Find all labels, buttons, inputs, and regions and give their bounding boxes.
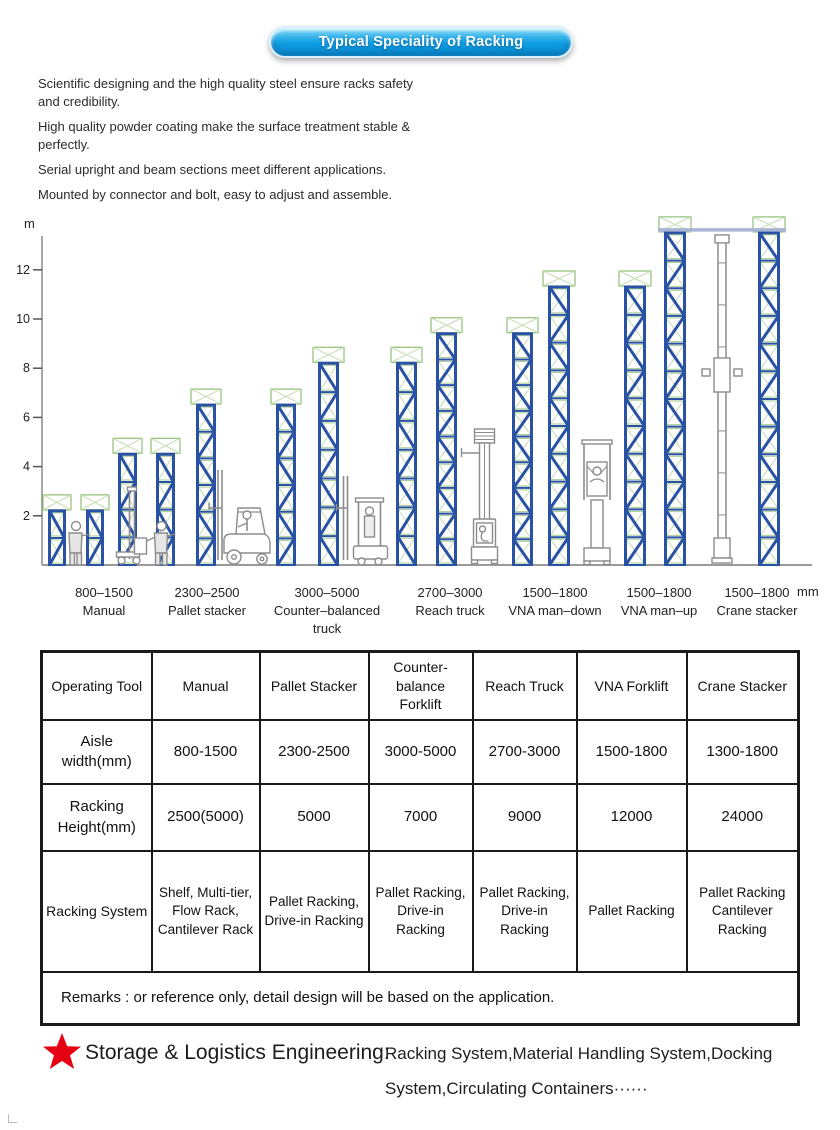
y-tick-label: 2 [23,509,30,523]
vna-man-up-truck-icon [581,439,613,566]
counter-balanced-forklift-icon [208,470,271,565]
col-header: Manual [150,650,261,721]
y-tick-label: 4 [23,460,30,474]
table-cell: 3000-5000 [367,719,474,785]
table-row: Racking System Shelf, Multi-tier, Flow R… [40,850,800,973]
group-tool-name: Manual [82,603,126,619]
chart-group-label: 1500–1800 Crane stacker [698,584,816,620]
chart-group-label: 1500–1800 VNA man–up [600,584,718,620]
table-row: Racking Height(mm) 2500(5000) 5000 7000 … [40,783,800,852]
table-cell: 1500-1800 [575,719,688,785]
group-tool-name: Crane stacker [716,603,798,619]
chart-group-label: 2700–3000 Reach truck [391,584,509,620]
table-cell: 2500(5000) [150,783,261,852]
x-axis-unit-label: mm [797,584,819,599]
group-aisle-width: 2300–2500 [174,585,240,600]
rack-group-manual [42,494,110,566]
table-cell: 5000 [258,783,370,852]
spec-table: Operating Tool Manual Pallet Stacker Cou… [40,650,800,1026]
table-cell: 2700-3000 [471,719,578,785]
intro-line: High quality powder coating make the sur… [38,118,411,152]
chart-group-label: 3000–5000 Counter–balanced truck [268,584,386,639]
intro-line: Mounted by connector and bolt, easy to a… [38,186,393,202]
col-header: Operating Tool [40,650,153,721]
intro-text: Scientific designing and the high qualit… [38,75,508,211]
table-remarks-row: Remarks : or reference only, detail desi… [40,971,800,1026]
intro-line: Serial upright and beam sections meet di… [38,161,387,177]
table-cell: 7000 [367,783,474,852]
col-header: Counter-balance Forklift [367,650,474,721]
table-row: Aisle width(mm) 800-1500 2300-2500 3000-… [40,719,800,785]
chart-group-label: 800–1500 Manual [45,584,163,620]
col-header: VNA Forklift [575,650,688,721]
rack-group-vna-man-up [542,270,652,566]
chart-group-label: 1500–1800 VNA man–down [496,584,614,620]
row-label: Racking Height(mm) [40,783,153,852]
chart-group-label: 2300–2500 Pallet stacker [148,584,266,620]
crane-stacker-icon [701,234,743,564]
table-cell: 2300-2500 [258,719,370,785]
col-header: Crane Stacker [685,650,800,721]
table-cell: 800-1500 [150,719,261,785]
table-cell: Shelf, Multi-tier, Flow Rack, Cantilever… [150,850,261,973]
crop-mark [8,1114,17,1123]
table-cell: 12000 [575,783,688,852]
remarks-text: Remarks : or reference only, detail desi… [40,971,800,1026]
group-tool-name: Pallet stacker [167,603,247,619]
rack-group-counter-balanced-truck [190,388,302,566]
table-cell: Pallet Racking Cantilever Racking [685,850,800,973]
group-tool-name: Counter–balanced truck [273,603,381,637]
y-axis: m 2 4 6 8 10 12 [16,216,43,565]
y-tick-label: 12 [16,263,30,277]
table-cell: Pallet Racking, Drive-in Racking [258,850,370,973]
y-tick-label: 6 [23,410,30,424]
table-cell: Pallet Racking, Drive-in Racking [367,850,474,973]
star-icon [43,1033,81,1069]
table-cell: 1300-1800 [685,719,800,785]
pallet-stacker-icon [115,486,176,566]
y-tick-label: 10 [16,312,30,326]
group-aisle-width: 1500–1800 [724,585,790,600]
page-title: Typical Speciality of Racking [318,34,524,50]
group-tool-name: VNA man–up [620,603,698,619]
rack-group-vna-man-down [430,317,539,566]
table-cell: 9000 [471,783,578,852]
rack-height-diagram: m 2 4 6 8 10 12 [0,208,840,570]
row-label: Racking System [40,850,153,973]
footer-services-line1: Racking System,Material Handling System,… [385,1044,773,1063]
col-header: Pallet Stacker [258,650,370,721]
reach-truck-icon [335,476,389,566]
vna-man-down-truck-icon [460,428,499,565]
person-icon [68,520,91,566]
rack-group-reach-truck [312,346,423,566]
group-aisle-width: 2700–3000 [417,585,483,600]
title-banner: Typical Speciality of Racking [269,26,573,58]
col-header: Reach Truck [471,650,578,721]
svg-text:m: m [24,216,35,231]
table-cell: 24000 [685,783,800,852]
table-cell: Pallet Racking, Drive-in Racking [471,850,578,973]
footer-heading: Storage & Logistics Engineering: [85,1041,390,1064]
group-aisle-width: 800–1500 [75,585,133,600]
group-aisle-width: 3000–5000 [294,585,360,600]
rack-diagram-labels: mm 800–1500 Manual 2300–2500 Pallet stacker… [0,584,840,640]
table-cell: Pallet Racking [575,850,688,973]
intro-line: Scientific designing and the high qualit… [38,76,414,109]
footer-services-line2: System,Circulating Containers······ [385,1079,648,1098]
table-header-row: Operating Tool Manual Pallet Stacker Cou… [40,650,800,721]
rack-diagram-canvas: m 2 4 6 8 10 12 [16,216,812,566]
group-aisle-width: 1500–1800 [626,585,692,600]
row-label: Aisle width(mm) [40,719,153,785]
group-tool-name: Reach truck [415,603,485,619]
y-tick-label: 8 [23,361,30,375]
rack-group-crane-stacker [658,216,786,566]
group-tool-name: VNA man–down [508,603,602,619]
group-aisle-width: 1500–1800 [522,585,588,600]
footer: Storage & Logistics Engineering: Racking… [0,1028,840,1118]
